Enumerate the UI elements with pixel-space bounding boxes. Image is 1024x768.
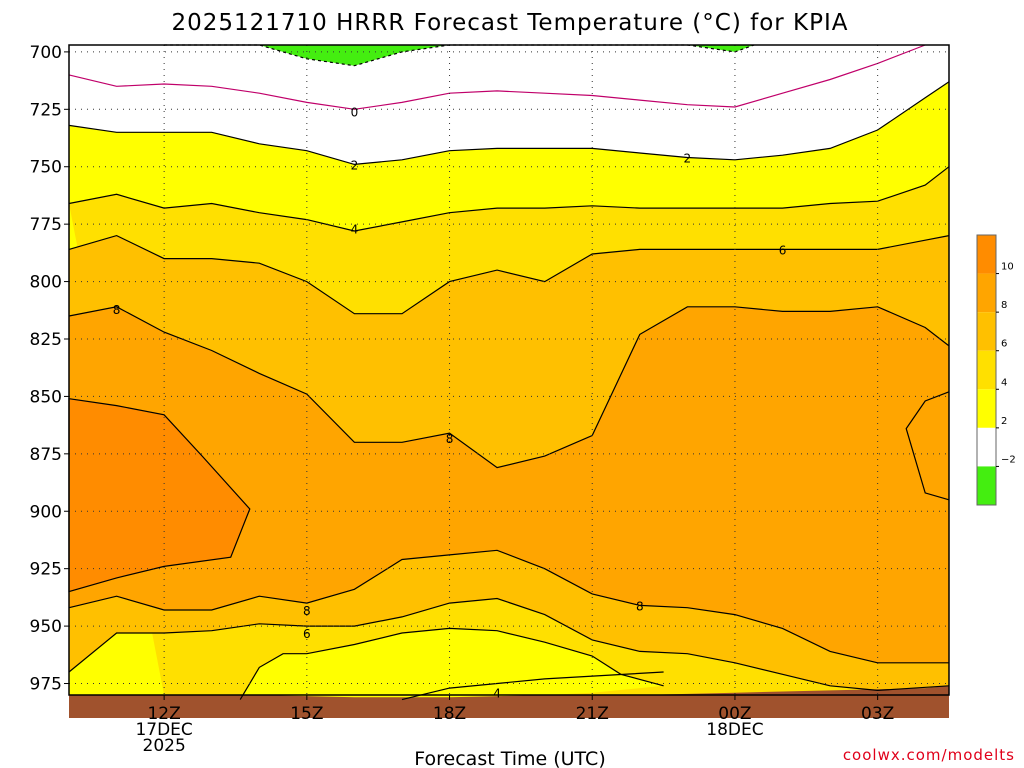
y-tick-label: 850 <box>30 387 62 407</box>
colorbar-tick-label: 6 <box>1001 339 1007 350</box>
contour-line-8-right <box>905 391 950 501</box>
x-tick-label: 18DEC <box>706 720 763 740</box>
colorbar-segment <box>977 389 996 428</box>
colorbar-segment <box>977 427 996 467</box>
colorbar-tick-label: 4 <box>1001 377 1007 388</box>
colorbar-tick-label: 8 <box>1001 300 1007 311</box>
contour-label: 4 <box>493 687 501 701</box>
y-tick-label: 750 <box>30 158 62 178</box>
colorbar-segment <box>977 466 996 505</box>
band-8-to-10 <box>69 306 949 663</box>
contour-label: 2 <box>351 158 359 172</box>
y-tick-label: 775 <box>30 215 62 235</box>
band-below-minus-2 <box>164 45 755 66</box>
y-tick-label: 700 <box>30 43 62 63</box>
plot-frame <box>68 44 950 696</box>
y-tick-label: 950 <box>30 617 62 637</box>
contour-label: 6 <box>303 627 311 641</box>
plot-area: 0 2 2 4 6 8 8 8 8 6 4 <box>68 44 950 718</box>
contour-line-8-lower <box>68 549 949 664</box>
y-tick-label: 925 <box>30 560 62 580</box>
contour-line-8-upper <box>68 306 950 469</box>
y-tick-label: 875 <box>30 445 62 465</box>
contour-label: 8 <box>303 604 311 618</box>
contour-line-6-upper <box>68 234 950 315</box>
contour-line-4 <box>68 166 950 232</box>
watermark: coolwx.com/modelts <box>843 746 1015 764</box>
ground-terrain <box>69 685 949 718</box>
colorbar-segment <box>977 312 996 351</box>
contour-line-6-lower <box>68 597 950 692</box>
x-tick-label: 03Z <box>861 704 894 724</box>
band-2-to-4-lower <box>240 628 664 712</box>
colorbar-frame <box>976 234 997 506</box>
y-tick-label: 800 <box>30 273 62 293</box>
colorbar-segment <box>977 235 996 274</box>
contour-label: 8 <box>113 303 121 317</box>
chart-title: 2025121710 HRRR Forecast Temperature (°C… <box>171 10 848 36</box>
contour-line-4-base <box>401 671 664 701</box>
colorbar-segment <box>977 350 996 390</box>
x-tick-label: 15Z <box>290 704 323 724</box>
contour-label: 2 <box>684 152 692 166</box>
contour-label: 6 <box>779 243 787 257</box>
y-tick-label: 825 <box>30 330 62 350</box>
colorbar-segment <box>977 273 996 313</box>
y-tick-label: 725 <box>30 100 62 120</box>
contour-line-10 <box>68 398 251 593</box>
colorbar-tick-label: 10 <box>1001 262 1014 273</box>
band-10-to-12 <box>69 398 250 592</box>
y-axis: 700 725 750 775 800 825 850 875 900 925 950 975 <box>30 43 69 695</box>
contour-line-4-lower <box>239 627 664 700</box>
contour-label: 4 <box>351 223 359 237</box>
y-tick-label: 900 <box>30 502 62 522</box>
x-tick-label: 17DEC <box>135 720 192 740</box>
contour-label: 0 <box>351 106 359 120</box>
x-tick-label: 21Z <box>576 704 609 724</box>
x-tick-label: 18Z <box>433 704 466 724</box>
contour-label: 8 <box>636 599 644 613</box>
y-tick-label: 975 <box>30 675 62 695</box>
contour-line-0 <box>68 44 926 110</box>
contour-line-2 <box>68 81 950 166</box>
colorbar-tick-label: 2 <box>1001 416 1007 427</box>
colorbar-tick-label: −2 <box>1001 454 1016 465</box>
x-tick-label: 2025 <box>143 736 186 756</box>
x-axis-label: Forecast Time (UTC) <box>414 748 605 768</box>
x-tick-label: 00Z <box>718 704 751 724</box>
colorbar: 10 8 6 4 2 −2 <box>976 234 1016 506</box>
x-tick-label: 12Z <box>147 704 180 724</box>
contour-label: 8 <box>446 432 454 446</box>
